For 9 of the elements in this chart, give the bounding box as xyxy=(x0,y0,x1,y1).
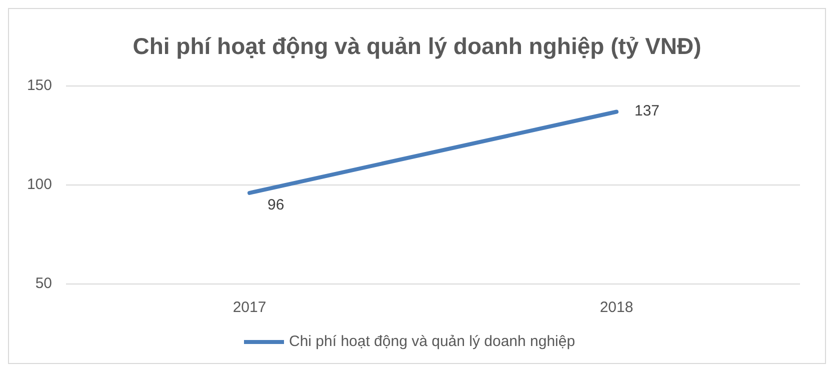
y-tick-label: 50 xyxy=(35,274,52,292)
x-tick-label: 2017 xyxy=(232,298,266,316)
y-tick-label: 100 xyxy=(26,176,52,193)
data-label: 96 xyxy=(268,196,284,214)
chart-title: Chi phí hoạt động và quản lý doanh nghiệp (tỷ VNĐ) xyxy=(132,33,702,59)
y-tick-label: 150 xyxy=(26,76,52,94)
data-label: 137 xyxy=(634,102,660,120)
legend-label: Chi phí hoạt động và quản lý doanh nghiệp xyxy=(289,332,576,350)
x-tick-label: 2018 xyxy=(600,298,634,316)
